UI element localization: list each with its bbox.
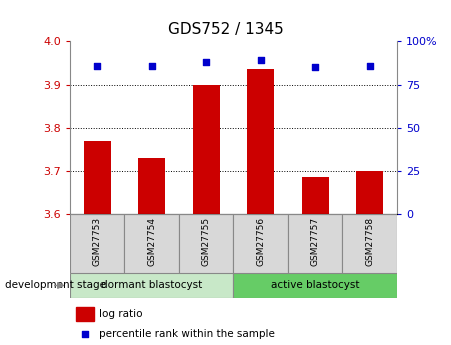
Bar — [302, 177, 329, 214]
Bar — [356, 171, 383, 214]
Point — [93, 63, 101, 68]
Point — [366, 63, 373, 68]
Text: active blastocyst: active blastocyst — [271, 280, 359, 290]
Bar — [124, 214, 179, 273]
Bar — [234, 214, 288, 273]
Bar — [342, 214, 397, 273]
Point — [202, 59, 210, 65]
Bar — [234, 273, 397, 298]
Text: GSM27753: GSM27753 — [92, 217, 101, 266]
Point — [312, 65, 319, 70]
Text: GSM27754: GSM27754 — [147, 217, 156, 266]
Text: log ratio: log ratio — [99, 309, 143, 319]
Text: GSM27757: GSM27757 — [311, 217, 320, 266]
Point — [82, 332, 89, 337]
Point — [257, 58, 264, 63]
Bar — [247, 69, 274, 214]
Text: GSM27755: GSM27755 — [202, 217, 211, 266]
Bar — [83, 140, 111, 214]
Text: percentile rank within the sample: percentile rank within the sample — [99, 329, 275, 339]
Text: GSM27758: GSM27758 — [365, 217, 374, 266]
Bar — [70, 214, 124, 273]
Point — [148, 63, 155, 68]
Text: GSM27756: GSM27756 — [256, 217, 265, 266]
Bar — [288, 214, 342, 273]
Bar — [193, 85, 220, 214]
Text: development stage: development stage — [5, 280, 106, 290]
Text: dormant blastocyst: dormant blastocyst — [101, 280, 202, 290]
Bar — [70, 273, 234, 298]
Bar — [179, 214, 234, 273]
Text: GDS752 / 1345: GDS752 / 1345 — [168, 22, 283, 37]
Bar — [77, 307, 94, 321]
Bar — [138, 158, 165, 214]
